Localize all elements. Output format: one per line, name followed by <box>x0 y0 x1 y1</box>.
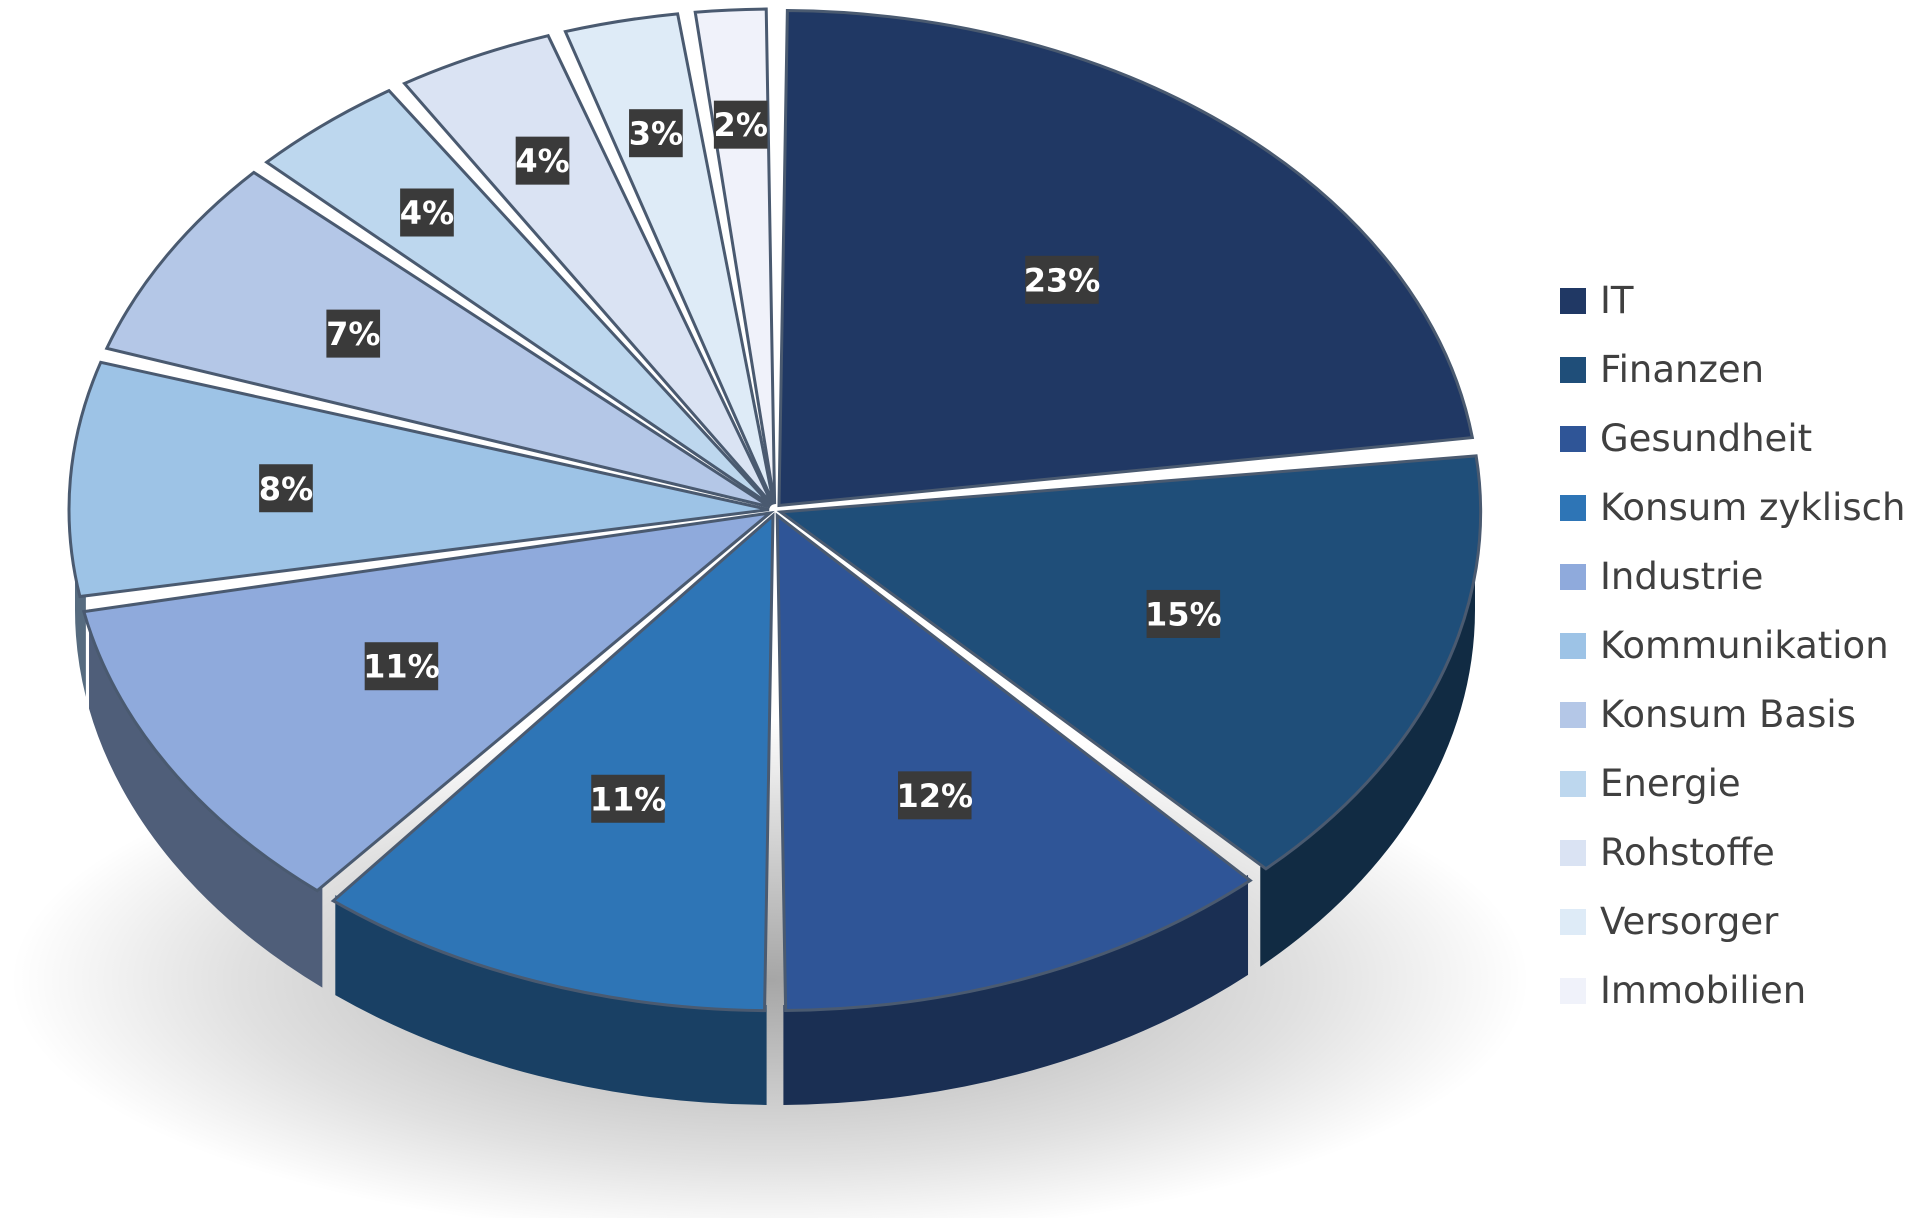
data-label-text: 3% <box>629 115 683 153</box>
legend-item-2: Gesundheit <box>1560 404 1905 473</box>
data-label-3: 11% <box>590 774 667 823</box>
legend-swatch <box>1560 839 1586 866</box>
data-label-text: 11% <box>363 648 440 686</box>
slice-3 <box>330 512 775 1013</box>
legend-item-4: Industrie <box>1560 542 1905 611</box>
data-label-text: 15% <box>1145 595 1222 633</box>
slice-6 <box>104 170 771 509</box>
data-label-text: 8% <box>259 470 313 508</box>
legend-item-7: Energie <box>1560 749 1905 818</box>
data-label-0: 23% <box>1024 255 1101 304</box>
pie-chart: 23% 15% 12% 11% 11% 8% 7% 4% 4% 3% 2% <box>10 7 1530 1218</box>
legend-swatch <box>1560 494 1586 521</box>
data-label-box <box>364 642 439 691</box>
legend-label: Industrie <box>1600 555 1764 598</box>
slice-1 <box>776 454 1483 871</box>
data-label-text: 2% <box>714 106 768 144</box>
legend-item-6: Konsum Basis <box>1560 680 1905 749</box>
legend-item-8: Rohstoffe <box>1560 818 1905 887</box>
legend-swatch <box>1560 977 1586 1004</box>
legend-swatch <box>1560 632 1586 659</box>
data-label-4: 11% <box>363 642 440 691</box>
legend-swatch <box>1560 356 1586 383</box>
legend-label: Versorger <box>1600 900 1779 943</box>
slice-0 <box>777 9 1475 508</box>
legend-swatch <box>1560 563 1586 590</box>
slice-side-2 <box>783 874 1249 1105</box>
legend-swatch <box>1560 770 1586 797</box>
legend-item-0: IT <box>1560 266 1905 335</box>
data-label-5: 8% <box>259 464 313 513</box>
legend-swatch <box>1560 908 1586 935</box>
legend-label: Immobilien <box>1600 969 1807 1012</box>
data-label-box <box>591 774 665 823</box>
legend-label: IT <box>1600 279 1634 322</box>
slice-8 <box>402 33 774 506</box>
legend-item-10: Immobilien <box>1560 956 1905 1025</box>
data-label-text: 23% <box>1024 261 1101 299</box>
data-label-box <box>1025 255 1099 304</box>
data-label-2: 12% <box>896 771 973 820</box>
legend-label: Konsum Basis <box>1600 693 1856 736</box>
slice-9 <box>563 12 776 505</box>
data-label-box <box>259 464 313 513</box>
data-label-box <box>898 771 972 820</box>
legend-swatch <box>1560 425 1586 452</box>
data-label-text: 4% <box>400 194 454 232</box>
legend-item-5: Kommunikation <box>1560 611 1905 680</box>
data-label-box <box>1146 589 1221 638</box>
data-label-7: 4% <box>400 188 454 237</box>
slice-7 <box>264 88 773 507</box>
data-label-box <box>515 136 570 185</box>
legend-item-9: Versorger <box>1560 887 1905 956</box>
data-label-box <box>629 109 683 158</box>
data-label-box <box>400 188 454 237</box>
legend-label: Energie <box>1600 762 1741 805</box>
data-label-text: 12% <box>896 777 973 815</box>
legend-label: Kommunikation <box>1600 624 1889 667</box>
legend-label: Konsum zyklisch <box>1600 486 1906 529</box>
data-label-9: 3% <box>629 109 683 158</box>
slice-side-1 <box>1260 510 1475 967</box>
legend-label: Rohstoffe <box>1600 831 1775 874</box>
data-label-box <box>326 309 381 358</box>
legend: IT Finanzen Gesundheit Konsum zyklisch Indus… <box>1560 266 1905 1025</box>
legend-label: Gesundheit <box>1600 417 1813 460</box>
slice-4 <box>81 510 775 893</box>
slice-5 <box>67 360 770 599</box>
data-label-text: 7% <box>326 315 380 353</box>
legend-swatch <box>1560 287 1586 314</box>
data-label-6: 7% <box>326 309 381 358</box>
data-label-text: 4% <box>515 142 569 180</box>
data-label-1: 15% <box>1145 589 1222 638</box>
legend-swatch <box>1560 701 1586 728</box>
slice-2 <box>775 512 1253 1013</box>
data-label-8: 4% <box>515 136 570 185</box>
legend-item-3: Konsum zyklisch <box>1560 473 1905 542</box>
data-label-box <box>713 100 768 149</box>
legend-item-1: Finanzen <box>1560 335 1905 404</box>
data-label-10: 2% <box>713 100 768 149</box>
data-label-text: 11% <box>590 780 667 818</box>
legend-label: Finanzen <box>1600 348 1765 391</box>
